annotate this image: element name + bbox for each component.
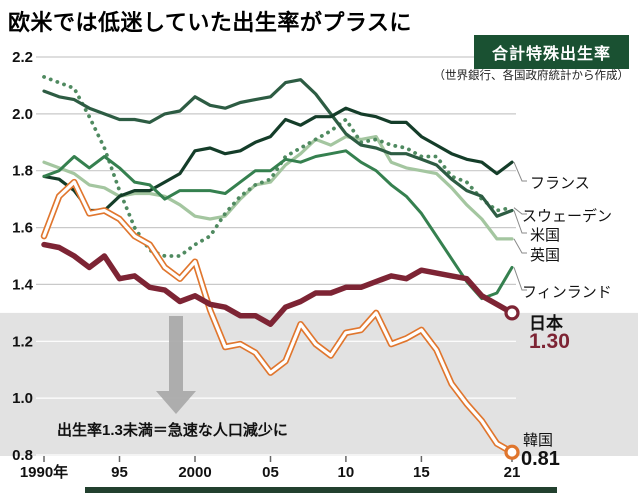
x-tick-label: 05 — [262, 464, 279, 481]
leader-line-finland — [513, 267, 527, 291]
label-finland: フィンランド — [522, 284, 612, 301]
y-tick-label: 1.6 — [12, 220, 33, 237]
x-tick-label: 21 — [504, 464, 521, 481]
series-line-finland — [42, 149, 514, 301]
y-tick-label: 0.8 — [12, 447, 33, 464]
series-line-france — [42, 106, 514, 213]
source-note: （世界銀行、各国政府統計から作成） — [433, 70, 630, 82]
japan-endpoint-marker — [504, 305, 520, 321]
bottom-crop-bar — [85, 487, 557, 493]
chart-title-badge: 合計特殊出生率 — [473, 35, 629, 69]
label-uk: 英国 — [530, 247, 561, 264]
series-line-usa — [42, 78, 514, 218]
leader-line-uk — [513, 238, 527, 254]
series-line-uk — [42, 135, 514, 241]
page-title: 欧米では低迷していた出生率がプラスに — [8, 10, 412, 35]
x-tick-label: 15 — [413, 464, 430, 481]
below-threshold-band — [0, 312, 638, 456]
x-tick-label: 10 — [338, 464, 355, 481]
label-sweden: スウェーデン — [522, 208, 613, 225]
y-tick-label: 2.2 — [12, 49, 33, 66]
korea-endpoint-marker — [504, 444, 520, 460]
label-france: フランス — [530, 175, 590, 192]
leader-line-france — [513, 162, 527, 182]
y-tick-label: 2.0 — [12, 106, 33, 123]
y-tick-label: 1.4 — [12, 276, 34, 293]
japan-value: 1.30 — [529, 330, 570, 353]
series-line-korea — [42, 180, 514, 454]
label-japan: 日本 — [529, 314, 563, 333]
threshold-annotation: 出生率1.3未満＝急速な人口減少に — [57, 422, 288, 439]
y-tick-label: 1.0 — [12, 390, 33, 407]
x-tick-label: 2000 — [178, 464, 211, 481]
leader-line-usa — [513, 210, 527, 234]
leader-line-sweden — [513, 207, 527, 215]
korea-value: 0.81 — [521, 448, 560, 470]
series-line-japan — [41, 241, 515, 327]
label-korea: 韓国 — [523, 432, 554, 449]
y-tick-label: 1.8 — [12, 163, 33, 180]
x-tick-label: 1990年 — [20, 463, 68, 481]
x-tick-label: 95 — [111, 464, 128, 481]
label-usa: 米国 — [530, 227, 561, 244]
y-tick-label: 1.2 — [12, 333, 33, 350]
down-arrow-icon — [156, 316, 196, 414]
